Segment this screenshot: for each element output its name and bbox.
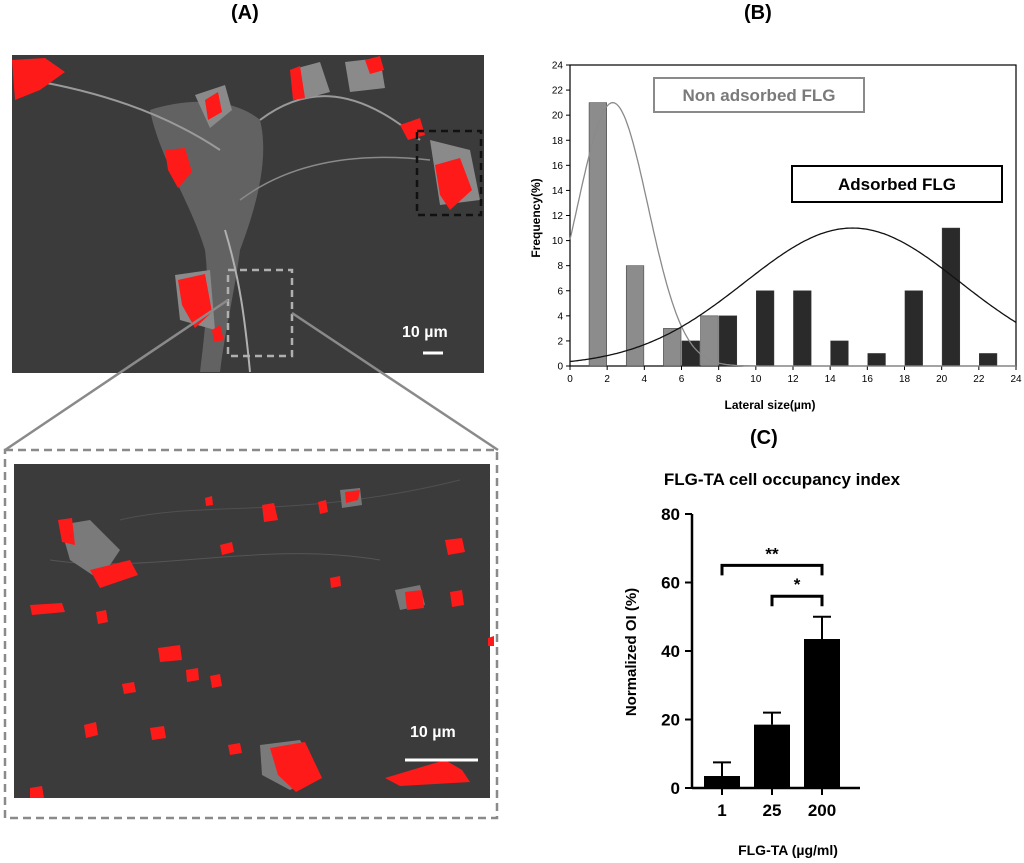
histogram-xtick-label: 6 bbox=[679, 374, 685, 385]
histogram-ytick-label: 4 bbox=[557, 311, 563, 322]
histogram-bar-adsorbed bbox=[756, 290, 775, 367]
histogram-ytick-label: 14 bbox=[552, 186, 564, 197]
histogram-bar-adsorbed bbox=[904, 290, 923, 367]
occupancy-ylabel: Normalized OI (%) bbox=[623, 588, 640, 716]
histogram-xtick-label: 18 bbox=[899, 374, 911, 385]
panel-a-label: (A) bbox=[231, 2, 259, 24]
histogram-ytick-label: 22 bbox=[552, 86, 564, 97]
histogram-xtick-label: 4 bbox=[642, 374, 648, 385]
histogram-xtick-label: 24 bbox=[1010, 374, 1022, 385]
histogram-xtick-label: 22 bbox=[973, 374, 985, 385]
zoom-line-left bbox=[4, 298, 229, 452]
panel-b-label: (B) bbox=[744, 2, 772, 24]
sem-top-image bbox=[12, 55, 484, 373]
occupancy-ytick-label: 20 bbox=[661, 711, 680, 730]
histogram-xtick-label: 20 bbox=[936, 374, 948, 385]
histogram-bars bbox=[588, 102, 998, 367]
histogram-xtick-label: 8 bbox=[716, 374, 722, 385]
sem-figure bbox=[3, 55, 499, 820]
occupancy-xtick-label: 1 bbox=[717, 801, 726, 820]
occupancy-axes: 0 20 40 60 80 1 25 200 bbox=[661, 505, 860, 820]
fit-curve-adsorbed bbox=[569, 227, 1017, 363]
histogram-bar-adsorbed bbox=[941, 227, 961, 367]
legend-label-non-adsorbed: Non adsorbed FLG bbox=[683, 86, 836, 105]
occupancy-bar bbox=[804, 639, 840, 788]
occupancy-title: FLG-TA cell occupancy index bbox=[664, 470, 901, 489]
panel-c-label: (C) bbox=[750, 427, 778, 449]
occupancy-ytick-label: 40 bbox=[661, 642, 680, 661]
histogram-bar-non-adsorbed bbox=[625, 265, 645, 367]
histogram-ytick-label: 2 bbox=[557, 336, 563, 347]
flake-highlights-bottom bbox=[30, 490, 494, 798]
histogram-xtick-label: 10 bbox=[750, 374, 762, 385]
histogram-xtick-label: 16 bbox=[862, 374, 874, 385]
occupancy-chart: FLG-TA cell occupancy index 0 20 40 60 80 1 25… bbox=[623, 470, 901, 858]
sem-top-scale-label: 10 µm bbox=[402, 324, 448, 341]
significance-label: * bbox=[794, 575, 801, 594]
histogram-bar-non-adsorbed bbox=[663, 328, 682, 367]
histogram-ytick-label: 6 bbox=[557, 286, 563, 297]
flake-highlights-top bbox=[12, 56, 472, 342]
histogram-ytick-label: 10 bbox=[552, 236, 564, 247]
significance-bracket bbox=[720, 563, 824, 576]
histogram-bar-adsorbed bbox=[867, 353, 886, 367]
occupancy-bar bbox=[704, 776, 740, 788]
histogram-bar-non-adsorbed bbox=[588, 102, 607, 367]
histogram-fits bbox=[569, 101, 1017, 367]
fit-curve-non-adsorbed bbox=[569, 101, 1016, 367]
histogram-xtick-label: 0 bbox=[567, 374, 573, 385]
sem-bottom-scale-label: 10 µm bbox=[410, 724, 456, 741]
histogram-ytick-label: 12 bbox=[552, 211, 564, 222]
histogram-ytick-label: 20 bbox=[552, 111, 564, 122]
histogram-xtick-label: 12 bbox=[787, 374, 799, 385]
histogram-xtick-label: 2 bbox=[604, 374, 610, 385]
histogram-ytick-label: 24 bbox=[552, 61, 564, 72]
histogram-ytick-label: 0 bbox=[557, 362, 563, 373]
histogram-ylabel: Frequency(%) bbox=[529, 178, 543, 257]
legend-box-adsorbed bbox=[791, 165, 1003, 203]
significance-brackets: *** bbox=[720, 544, 824, 607]
histogram-ytick-label: 16 bbox=[552, 161, 564, 172]
occupancy-bars bbox=[704, 615, 840, 788]
legend-label-adsorbed: Adsorbed FLG bbox=[838, 175, 956, 194]
occupancy-ytick-label: 80 bbox=[661, 505, 680, 524]
histogram-xlabel: Lateral size(µm) bbox=[725, 398, 816, 412]
occupancy-bar bbox=[754, 724, 790, 788]
zoom-line-right bbox=[291, 311, 499, 452]
histogram-bar-adsorbed bbox=[830, 340, 849, 367]
histogram-ytick-label: 18 bbox=[552, 136, 564, 147]
significance-label: ** bbox=[765, 544, 779, 563]
histogram-chart: 0 2 4 6 8 10 12 14 16 18 20 22 240246810121416182022… bbox=[529, 61, 1022, 413]
histogram-bar-adsorbed bbox=[979, 353, 998, 367]
histogram-bar-adsorbed bbox=[718, 315, 738, 367]
histogram-bar-adsorbed bbox=[793, 290, 812, 367]
histogram-ytick-label: 8 bbox=[557, 261, 563, 272]
occupancy-xtick-label: 25 bbox=[763, 801, 782, 820]
sem-bottom-image bbox=[3, 448, 499, 820]
occupancy-ytick-label: 60 bbox=[661, 574, 680, 593]
occupancy-xlabel: FLG-TA (µg/ml) bbox=[738, 842, 838, 858]
histogram-bar-non-adsorbed bbox=[700, 315, 719, 367]
histogram-xtick-label: 14 bbox=[825, 374, 837, 385]
legend-box-non-adsorbed bbox=[653, 77, 865, 113]
significance-bracket bbox=[770, 594, 824, 607]
occupancy-xtick-label: 200 bbox=[808, 801, 836, 820]
histogram-bar-adsorbed bbox=[681, 340, 700, 367]
occupancy-ytick-label: 0 bbox=[671, 779, 680, 798]
